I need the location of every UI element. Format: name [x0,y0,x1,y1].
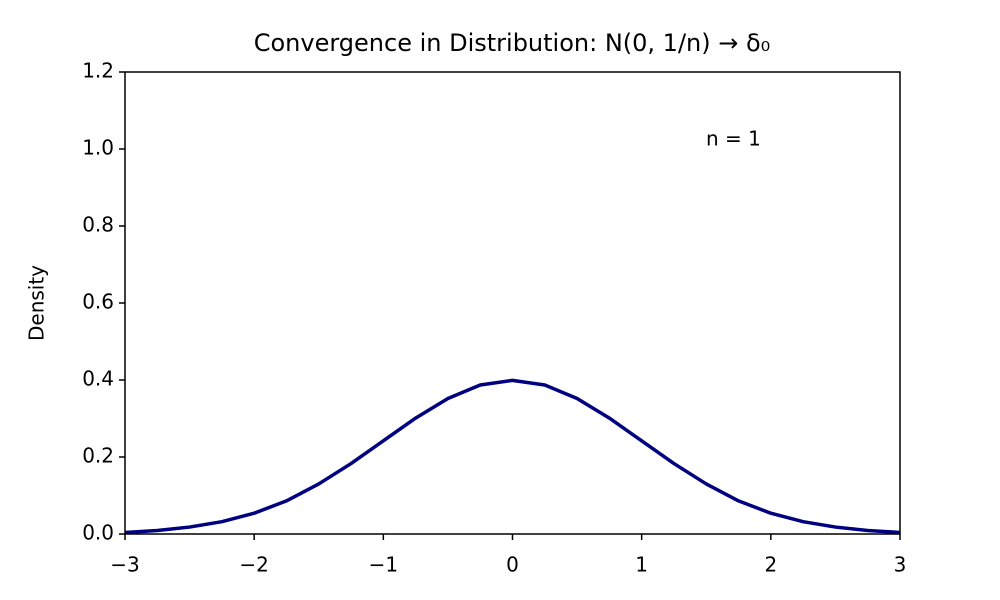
chart-title: Convergence in Distribution: N(0, 1/n) →… [254,29,771,57]
annotation: n = 1 [706,127,761,151]
y-tick-label: 1.2 [82,59,114,83]
y-tick-label: 0.2 [82,444,114,468]
x-tick-label: 1 [635,553,648,577]
x-axis-label: x [506,593,518,600]
x-tick-label: −1 [369,553,398,577]
x-tick-label: 2 [764,553,777,577]
x-tick-label: 0 [506,553,519,577]
x-tick-label: −2 [239,553,268,577]
y-tick-label: 0.4 [82,367,114,391]
y-tick-label: 0.6 [82,290,114,314]
y-axis-label: Density [25,265,49,341]
line [124,378,901,535]
y-tick-label: 0.8 [82,213,114,237]
plot-frame [124,71,901,535]
x-tick-label: 3 [894,553,907,577]
x-tick-label: −3 [110,553,139,577]
y-tick-label: 0.0 [82,521,114,545]
y-tick-label: 1.0 [82,136,114,160]
